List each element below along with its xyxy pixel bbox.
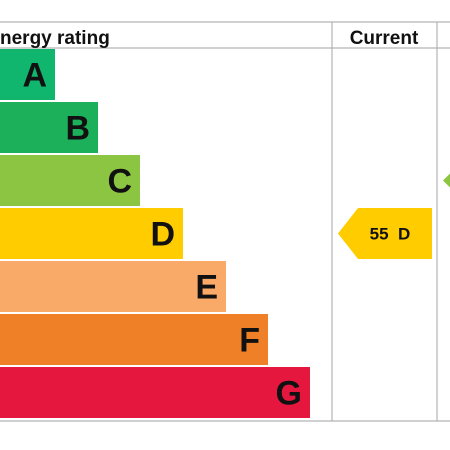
rating-bar-g [0,367,310,418]
rating-bar-c [0,155,140,206]
rating-bar-label-g: G [276,375,302,413]
rating-bar-b [0,102,98,153]
rating-bar-label-b: B [65,110,90,148]
current-column-header: Current [350,28,419,49]
rating-bar-a [0,49,55,100]
rating-bar-f [0,314,268,365]
chart-grid [0,21,450,422]
chart-title: nergy rating [0,28,110,49]
rating-bar-label-a: A [22,57,47,95]
rating-bar-label-c: C [107,163,132,201]
current-rating-arrow [338,208,432,259]
current-rating-marker: 55 D [338,208,432,259]
rating-bar-label-d: D [150,216,175,254]
rating-bar-label-f: F [239,322,260,360]
rating-bar-e [0,261,226,312]
current-rating-value: 55 D [370,225,411,244]
rating-bar-label-e: E [195,269,218,307]
rating-bar-d [0,208,183,259]
potential-rating-arrow [443,173,450,188]
